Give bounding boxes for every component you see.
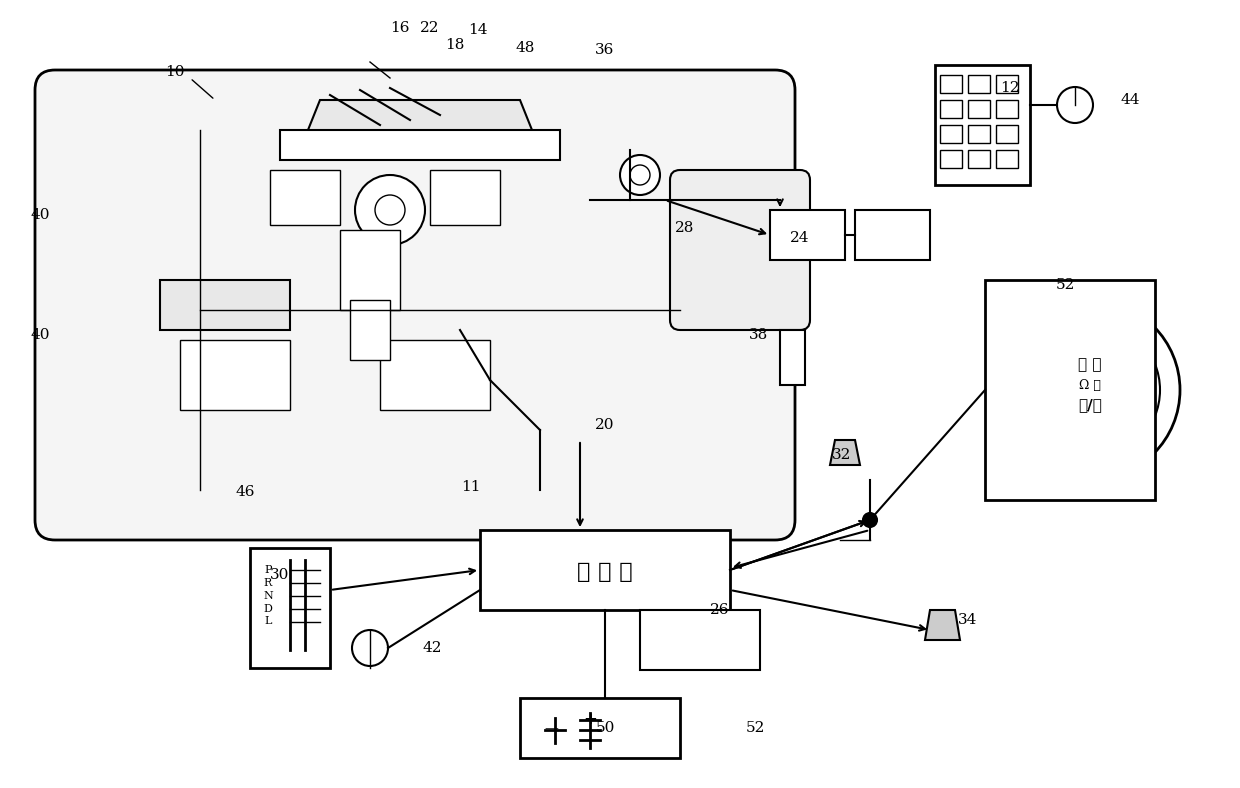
Text: 20: 20 <box>595 418 615 432</box>
Text: 28: 28 <box>676 221 694 235</box>
Text: 11: 11 <box>461 480 481 494</box>
Bar <box>996 100 1018 118</box>
Bar <box>340 230 401 310</box>
Bar <box>935 65 1030 185</box>
Polygon shape <box>160 280 290 330</box>
Circle shape <box>620 155 660 195</box>
Circle shape <box>352 630 388 666</box>
Bar <box>856 210 930 260</box>
Text: 控 制 器: 控 制 器 <box>577 561 632 583</box>
Text: R: R <box>264 578 272 588</box>
Polygon shape <box>300 100 539 150</box>
Text: 16: 16 <box>391 21 409 35</box>
Bar <box>968 100 990 118</box>
Bar <box>640 610 760 670</box>
Bar <box>996 125 1018 143</box>
Text: D: D <box>264 604 273 614</box>
Bar <box>379 340 490 410</box>
Bar <box>780 330 805 385</box>
Bar <box>940 100 962 118</box>
Text: 24: 24 <box>790 231 810 245</box>
Text: L: L <box>264 616 272 626</box>
Bar <box>520 698 680 758</box>
Text: 36: 36 <box>595 43 615 57</box>
Bar <box>996 75 1018 93</box>
Text: 52: 52 <box>745 721 765 735</box>
Circle shape <box>374 195 405 225</box>
Circle shape <box>355 175 425 245</box>
Text: 42: 42 <box>423 641 441 655</box>
Circle shape <box>999 300 1180 480</box>
FancyBboxPatch shape <box>35 70 795 540</box>
Bar <box>940 125 962 143</box>
Bar <box>968 125 990 143</box>
Text: 38: 38 <box>749 328 768 342</box>
Bar <box>250 548 330 668</box>
Text: 48: 48 <box>516 41 534 55</box>
Text: 22: 22 <box>420 21 440 35</box>
Text: 40: 40 <box>30 328 50 342</box>
Polygon shape <box>830 440 861 465</box>
Text: +: + <box>583 712 596 728</box>
Text: 50: 50 <box>595 721 615 735</box>
Text: 44: 44 <box>1120 93 1140 107</box>
Bar <box>480 530 730 610</box>
Polygon shape <box>925 610 960 640</box>
Bar <box>968 150 990 168</box>
Circle shape <box>1021 320 1159 460</box>
Bar <box>430 170 500 225</box>
Text: 32: 32 <box>832 448 852 462</box>
Bar <box>280 130 560 160</box>
Text: 12: 12 <box>1001 81 1019 95</box>
Text: 30: 30 <box>270 568 290 582</box>
Text: 34: 34 <box>959 613 977 627</box>
Circle shape <box>1056 87 1092 123</box>
Text: 26: 26 <box>711 603 730 617</box>
Bar <box>180 340 290 410</box>
Bar <box>940 150 962 168</box>
Bar <box>940 75 962 93</box>
Text: 18: 18 <box>445 38 465 52</box>
Circle shape <box>630 165 650 185</box>
Bar <box>350 300 391 360</box>
Bar <box>270 170 340 225</box>
Circle shape <box>863 513 877 527</box>
Text: P: P <box>264 565 272 575</box>
Text: 46: 46 <box>236 485 254 499</box>
Text: N: N <box>263 591 273 601</box>
Text: —: — <box>544 721 558 735</box>
Bar <box>968 75 990 93</box>
FancyBboxPatch shape <box>670 170 810 330</box>
Bar <box>985 280 1154 500</box>
Text: 启/停: 启/停 <box>1078 398 1102 412</box>
Bar <box>770 210 844 260</box>
Text: 52: 52 <box>1055 278 1075 292</box>
Bar <box>996 150 1018 168</box>
Text: 引 擎: 引 擎 <box>1079 358 1102 372</box>
Text: 40: 40 <box>30 208 50 222</box>
Text: 10: 10 <box>165 65 185 79</box>
Circle shape <box>1040 340 1140 440</box>
Text: 14: 14 <box>469 23 487 37</box>
Text: Ω 闭: Ω 闭 <box>1079 378 1101 392</box>
